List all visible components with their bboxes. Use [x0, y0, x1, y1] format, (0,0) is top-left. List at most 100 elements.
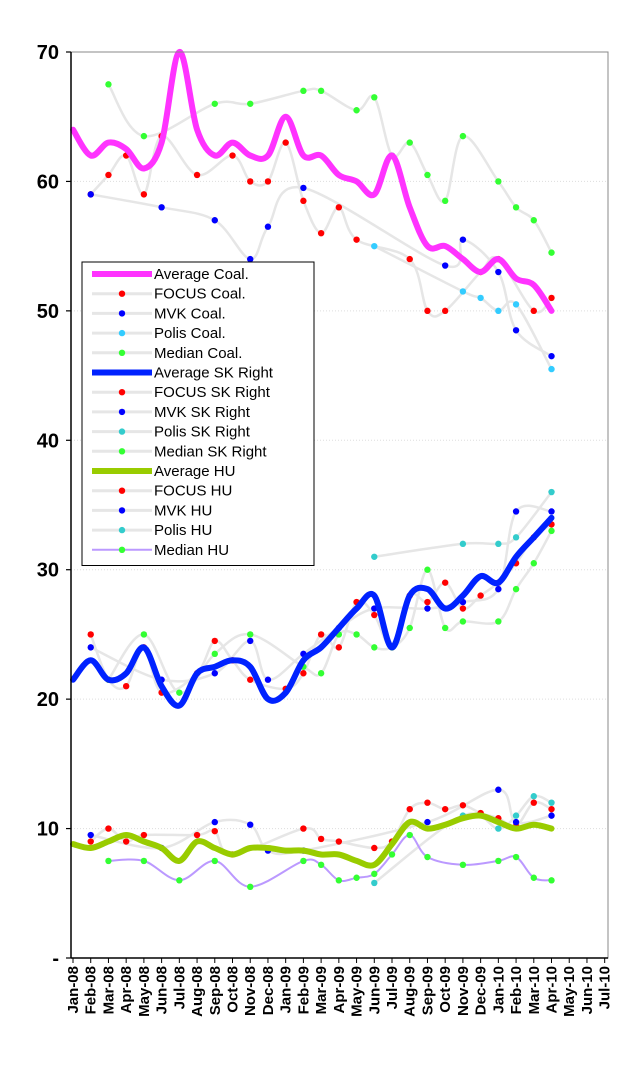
x-tick-label: Jul-08: [171, 966, 188, 1009]
x-tick-label: Jan-08: [65, 966, 82, 1014]
x-tick-label: Apr-08: [118, 966, 135, 1014]
data-point: [548, 365, 555, 373]
data-point: [371, 242, 378, 250]
data-point: [87, 644, 94, 651]
x-tick-label: Jan-10: [490, 966, 507, 1014]
legend-item: Median SK Right: [92, 443, 267, 460]
legend-label: MVK Coal.: [154, 305, 226, 322]
data-point: [548, 799, 555, 806]
x-tick-label: Aug-08: [189, 966, 206, 1017]
data-point: [424, 605, 431, 612]
data-point: [317, 861, 325, 869]
data-point: [424, 566, 431, 573]
x-tick-label: Feb-09: [295, 966, 312, 1014]
data-point: [441, 262, 449, 269]
legend-item: FOCUS HU: [92, 483, 232, 500]
data-point: [264, 178, 272, 185]
data-point: [247, 676, 254, 683]
legend-label: Average SK Right: [154, 365, 274, 382]
data-point: [371, 644, 378, 651]
data-point: [459, 861, 467, 869]
x-tick-label: Mar-09: [313, 966, 330, 1014]
data-point: [300, 857, 307, 865]
data-point: [371, 844, 378, 852]
y-tick-label: 10: [37, 819, 59, 841]
data-point: [548, 527, 555, 535]
data-point: [512, 508, 520, 515]
legend-marker: [118, 428, 126, 435]
data-point: [211, 670, 218, 677]
y-tick-label: -: [52, 948, 59, 970]
data-point: [176, 689, 183, 696]
data-point: [495, 786, 502, 793]
legend-label: FOCUS HU: [154, 483, 232, 500]
legend-item: Median HU: [92, 542, 229, 559]
data-point: [512, 585, 520, 593]
legend-item: Average SK Right: [92, 365, 274, 382]
data-point: [530, 874, 537, 881]
data-point: [459, 236, 467, 243]
data-point: [353, 631, 360, 638]
data-point: [371, 611, 378, 619]
y-axis-ticks: - 10 20 30 40 50 60 70: [37, 42, 71, 970]
data-point: [477, 294, 484, 302]
data-point: [122, 683, 130, 690]
series-median-hu: [105, 831, 555, 891]
data-point: [247, 637, 254, 645]
series-polis-sk-right: [371, 488, 555, 560]
x-axis-ticks: Jan-08 Feb-08 Mar-08 Apr-08 May-08 Jun-08 Jul-…: [65, 958, 614, 1017]
x-tick-label: Dec-08: [260, 966, 277, 1015]
x-tick-label: Mar-08: [100, 966, 117, 1014]
data-point: [87, 631, 94, 638]
data-point: [424, 307, 431, 315]
data-point: [335, 644, 343, 651]
data-point: [441, 579, 449, 586]
data-point: [140, 831, 148, 839]
data-point: [158, 204, 165, 211]
x-tick-label: Dec-09: [473, 966, 490, 1015]
data-point: [300, 87, 307, 95]
data-point: [424, 799, 431, 806]
data-point: [193, 171, 201, 179]
x-tick-label: Jul-09: [384, 966, 401, 1009]
data-point: [247, 255, 254, 263]
data-point: [459, 618, 467, 625]
y-tick-label: 30: [37, 560, 59, 582]
data-point: [300, 197, 307, 205]
legend-marker: [118, 310, 126, 317]
data-point: [441, 805, 449, 813]
x-tick-label: Sep-08: [207, 966, 224, 1015]
data-point: [512, 534, 520, 541]
data-point: [317, 631, 325, 638]
data-point: [105, 171, 112, 179]
data-point: [105, 857, 112, 865]
x-tick-label: Nov-09: [455, 966, 472, 1016]
legend-item: Average HU: [92, 463, 235, 480]
legend-marker: [118, 408, 126, 416]
data-point: [441, 307, 449, 315]
data-point: [406, 831, 413, 839]
legend-label: Polis HU: [154, 522, 212, 539]
legend-marker: [118, 487, 126, 494]
data-point: [512, 327, 520, 334]
legend-marker: [118, 389, 126, 396]
data-point: [530, 793, 537, 800]
data-point: [317, 835, 325, 843]
data-point: [424, 853, 431, 861]
legend-item: MVK HU: [92, 502, 212, 519]
legend-label: MVK HU: [154, 502, 212, 519]
data-point: [211, 827, 218, 835]
legend-item: Average Coal.: [92, 266, 249, 283]
data-point: [335, 838, 343, 845]
data-point: [424, 818, 431, 826]
data-point: [264, 676, 272, 683]
data-point: [371, 553, 378, 560]
data-point: [140, 191, 148, 198]
data-point: [495, 618, 502, 625]
data-point: [388, 851, 396, 858]
x-tick-label: Nov-08: [242, 966, 259, 1016]
data-point: [335, 204, 343, 211]
data-point: [264, 223, 272, 230]
data-point: [300, 825, 307, 832]
series-line: [70, 514, 555, 709]
